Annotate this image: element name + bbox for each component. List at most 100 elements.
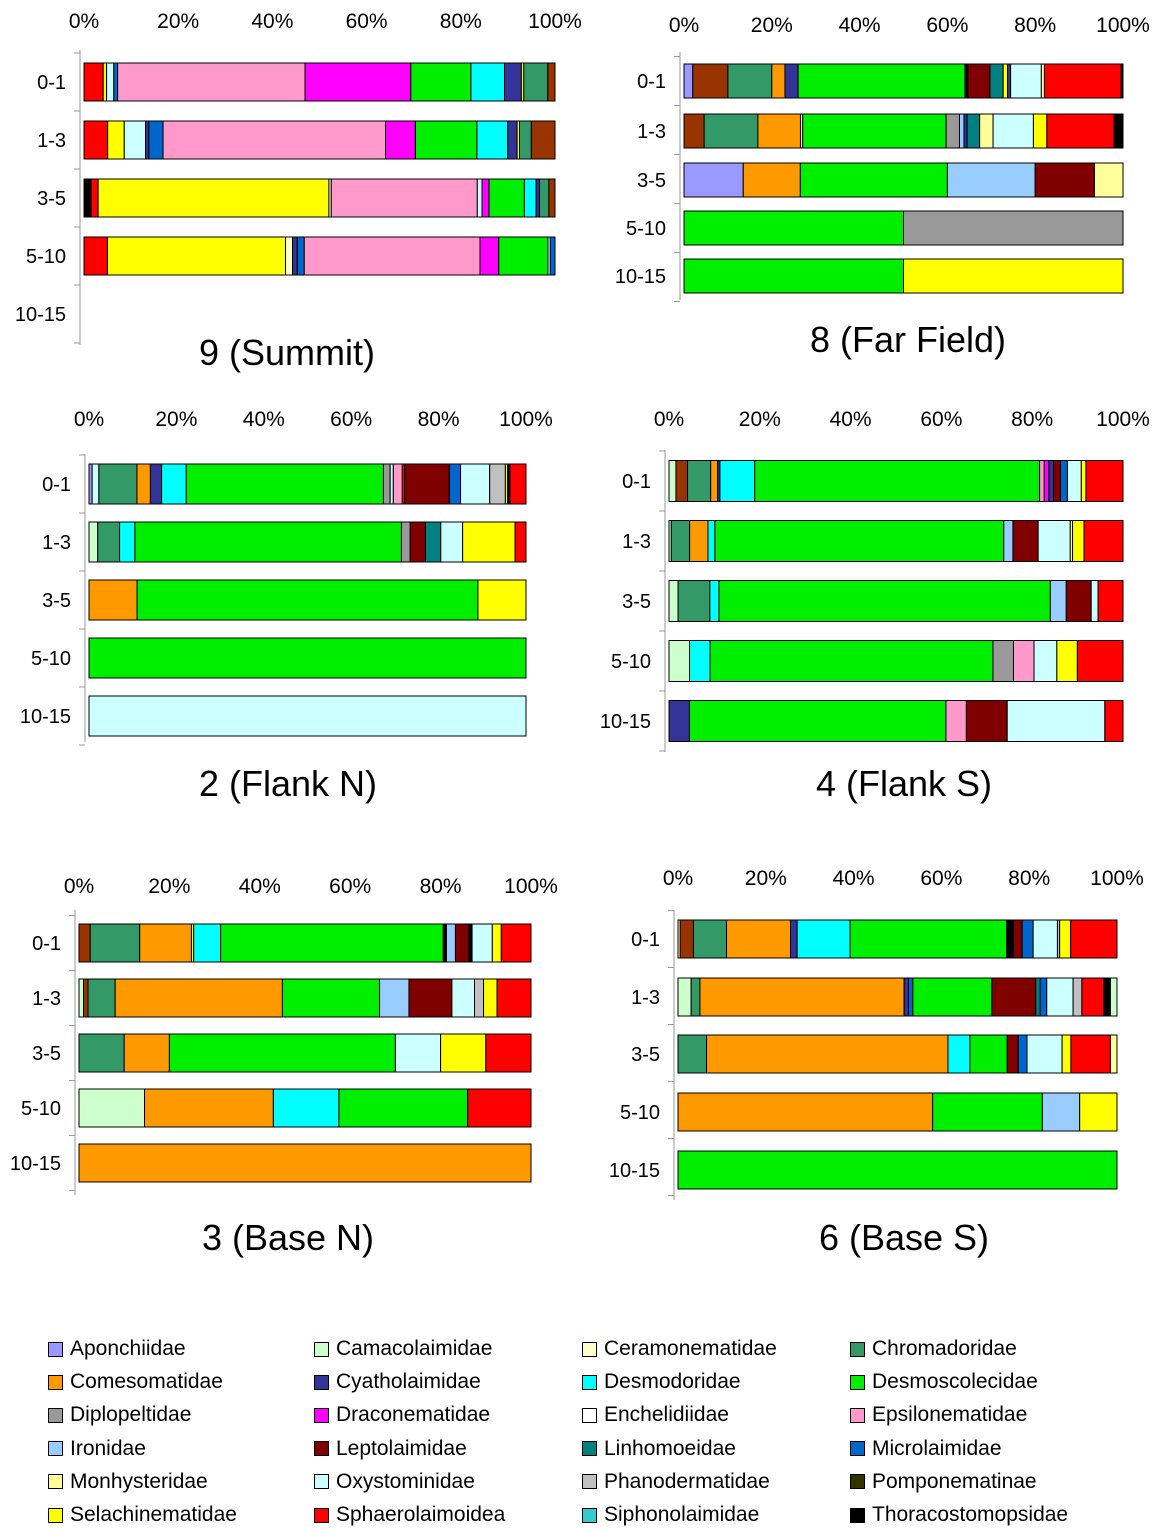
bar-segment bbox=[106, 236, 287, 276]
bar-segment bbox=[679, 919, 694, 959]
bar-segment bbox=[907, 977, 914, 1017]
bar-segment bbox=[992, 640, 1014, 682]
bar-segment bbox=[1032, 113, 1048, 149]
bar-segment bbox=[400, 521, 411, 563]
x-tick-label: 100% bbox=[1090, 867, 1144, 890]
legend-label: Siphonolaimidae bbox=[604, 1503, 760, 1526]
y-category-label: 0-1 bbox=[32, 933, 61, 955]
bar-segment bbox=[1081, 977, 1105, 1017]
bar-segment bbox=[98, 463, 138, 505]
bar-segment bbox=[504, 62, 522, 102]
panel-title: 3 (Base N) bbox=[202, 1217, 374, 1258]
stacked-bar-charts: 0% 20% 40% 60% 80% 100% 0-1 1-3 3-5 5-10 10-15 9 (S… bbox=[10, 10, 1150, 1258]
bar-segment bbox=[692, 63, 729, 99]
bar-segment bbox=[1072, 977, 1083, 1017]
y-category-label: 3-5 bbox=[37, 188, 66, 210]
bar-segment bbox=[689, 640, 711, 682]
legend-item: Siphonolaimidae bbox=[582, 1502, 759, 1528]
bar-segment bbox=[136, 579, 479, 621]
panel-title: 6 (Base S) bbox=[819, 1217, 989, 1258]
legend-label: Epsilonematidae bbox=[872, 1403, 1028, 1427]
bar-segment bbox=[292, 236, 298, 276]
legend-label: Cyatholaimidae bbox=[336, 1370, 481, 1394]
legend-swatch bbox=[48, 1507, 63, 1523]
legend-item: Desmoscolecidae bbox=[850, 1369, 1038, 1395]
x-tick-label: 40% bbox=[243, 408, 285, 431]
x-tick-label: 80% bbox=[1011, 408, 1053, 431]
bar-segment bbox=[965, 700, 1008, 742]
bar-segment bbox=[90, 178, 99, 218]
bar-segment bbox=[757, 113, 801, 149]
bar-segment bbox=[148, 120, 164, 160]
bar-segment bbox=[1053, 460, 1061, 502]
legend-swatch bbox=[314, 1407, 329, 1423]
bar-segment bbox=[689, 520, 709, 562]
bar-segment bbox=[193, 923, 222, 963]
bar-segment bbox=[83, 236, 108, 276]
bar-segment bbox=[1043, 460, 1050, 502]
bar-segment bbox=[1034, 162, 1095, 198]
bar-segment bbox=[304, 62, 412, 102]
bar-segment bbox=[476, 120, 509, 160]
panel-title: 9 (Summit) bbox=[199, 332, 375, 373]
y-category-label: 5-10 bbox=[626, 218, 666, 240]
bar-segment bbox=[409, 521, 426, 563]
bar-segment bbox=[530, 120, 556, 160]
bar-segment bbox=[945, 113, 960, 149]
bar-segment bbox=[88, 521, 99, 563]
bar-segment bbox=[802, 113, 947, 149]
legend-swatch bbox=[850, 1441, 865, 1457]
bar-segment bbox=[547, 62, 556, 102]
x-tick-label: 20% bbox=[745, 867, 787, 890]
bar-segment bbox=[144, 1088, 274, 1128]
bar-segment bbox=[668, 700, 690, 742]
x-tick-label: 0% bbox=[669, 14, 699, 37]
bar-segment bbox=[162, 120, 387, 160]
legend-swatch bbox=[314, 1474, 329, 1490]
bar-segment bbox=[1066, 460, 1082, 502]
bar-segment bbox=[969, 1034, 1008, 1074]
bar-segment bbox=[903, 258, 1124, 294]
x-tick-label: 80% bbox=[1008, 867, 1050, 890]
bar-segment bbox=[1035, 977, 1041, 1017]
x-tick-label: 40% bbox=[239, 875, 281, 898]
bar-segment bbox=[688, 700, 947, 742]
y-category-label: 10-15 bbox=[10, 1153, 61, 1175]
bar-segment bbox=[668, 580, 679, 622]
y-category-label: 0-1 bbox=[42, 474, 71, 496]
bar-segment bbox=[1079, 1092, 1118, 1132]
bar-segment bbox=[1021, 919, 1034, 959]
x-tick-label: 100% bbox=[499, 408, 553, 431]
bar-segment bbox=[790, 919, 798, 959]
bar-segment bbox=[489, 463, 506, 505]
bar-segment bbox=[1120, 63, 1124, 99]
y-category-label: 1-3 bbox=[42, 532, 71, 554]
x-tick-label: 60% bbox=[346, 10, 388, 33]
bar-segment bbox=[1026, 1034, 1063, 1074]
legend-item: Epsilonematidae bbox=[850, 1402, 1027, 1428]
legend-label: Chromadoridae bbox=[872, 1337, 1017, 1360]
legend-item: Cyatholaimidae bbox=[314, 1369, 481, 1395]
y-category-label: 5-10 bbox=[620, 1102, 660, 1124]
bar-segment bbox=[139, 923, 192, 963]
x-tick-label: 60% bbox=[920, 867, 962, 890]
bar-segment bbox=[1006, 700, 1106, 742]
bar-segment bbox=[1049, 580, 1067, 622]
bar-segment bbox=[123, 1033, 170, 1073]
bar-segment bbox=[83, 978, 89, 1018]
panel-title: 4 (Flank S) bbox=[816, 763, 992, 804]
y-category-label: 0-1 bbox=[631, 929, 660, 951]
legend-label: Desmodoridae bbox=[604, 1370, 741, 1394]
bar-segment bbox=[687, 460, 712, 502]
bar-segment bbox=[1056, 640, 1078, 682]
x-tick-label: 40% bbox=[830, 408, 872, 431]
bar-segment bbox=[1097, 580, 1124, 622]
legend-item: Leptolaimidae bbox=[314, 1436, 467, 1462]
legend-label: Aponchiidae bbox=[70, 1337, 186, 1360]
x-tick-label: 80% bbox=[420, 875, 462, 898]
chart-panel: 0% 20% 40% 60% 80% 100% 0-1 1-3 3-5 5-10 10-15 8 (F… bbox=[615, 14, 1150, 360]
bar-segment bbox=[83, 120, 109, 160]
legend-item: Microlaimidae bbox=[850, 1436, 1002, 1462]
bar-segment bbox=[1041, 1092, 1081, 1132]
bar-segment bbox=[714, 520, 1005, 562]
